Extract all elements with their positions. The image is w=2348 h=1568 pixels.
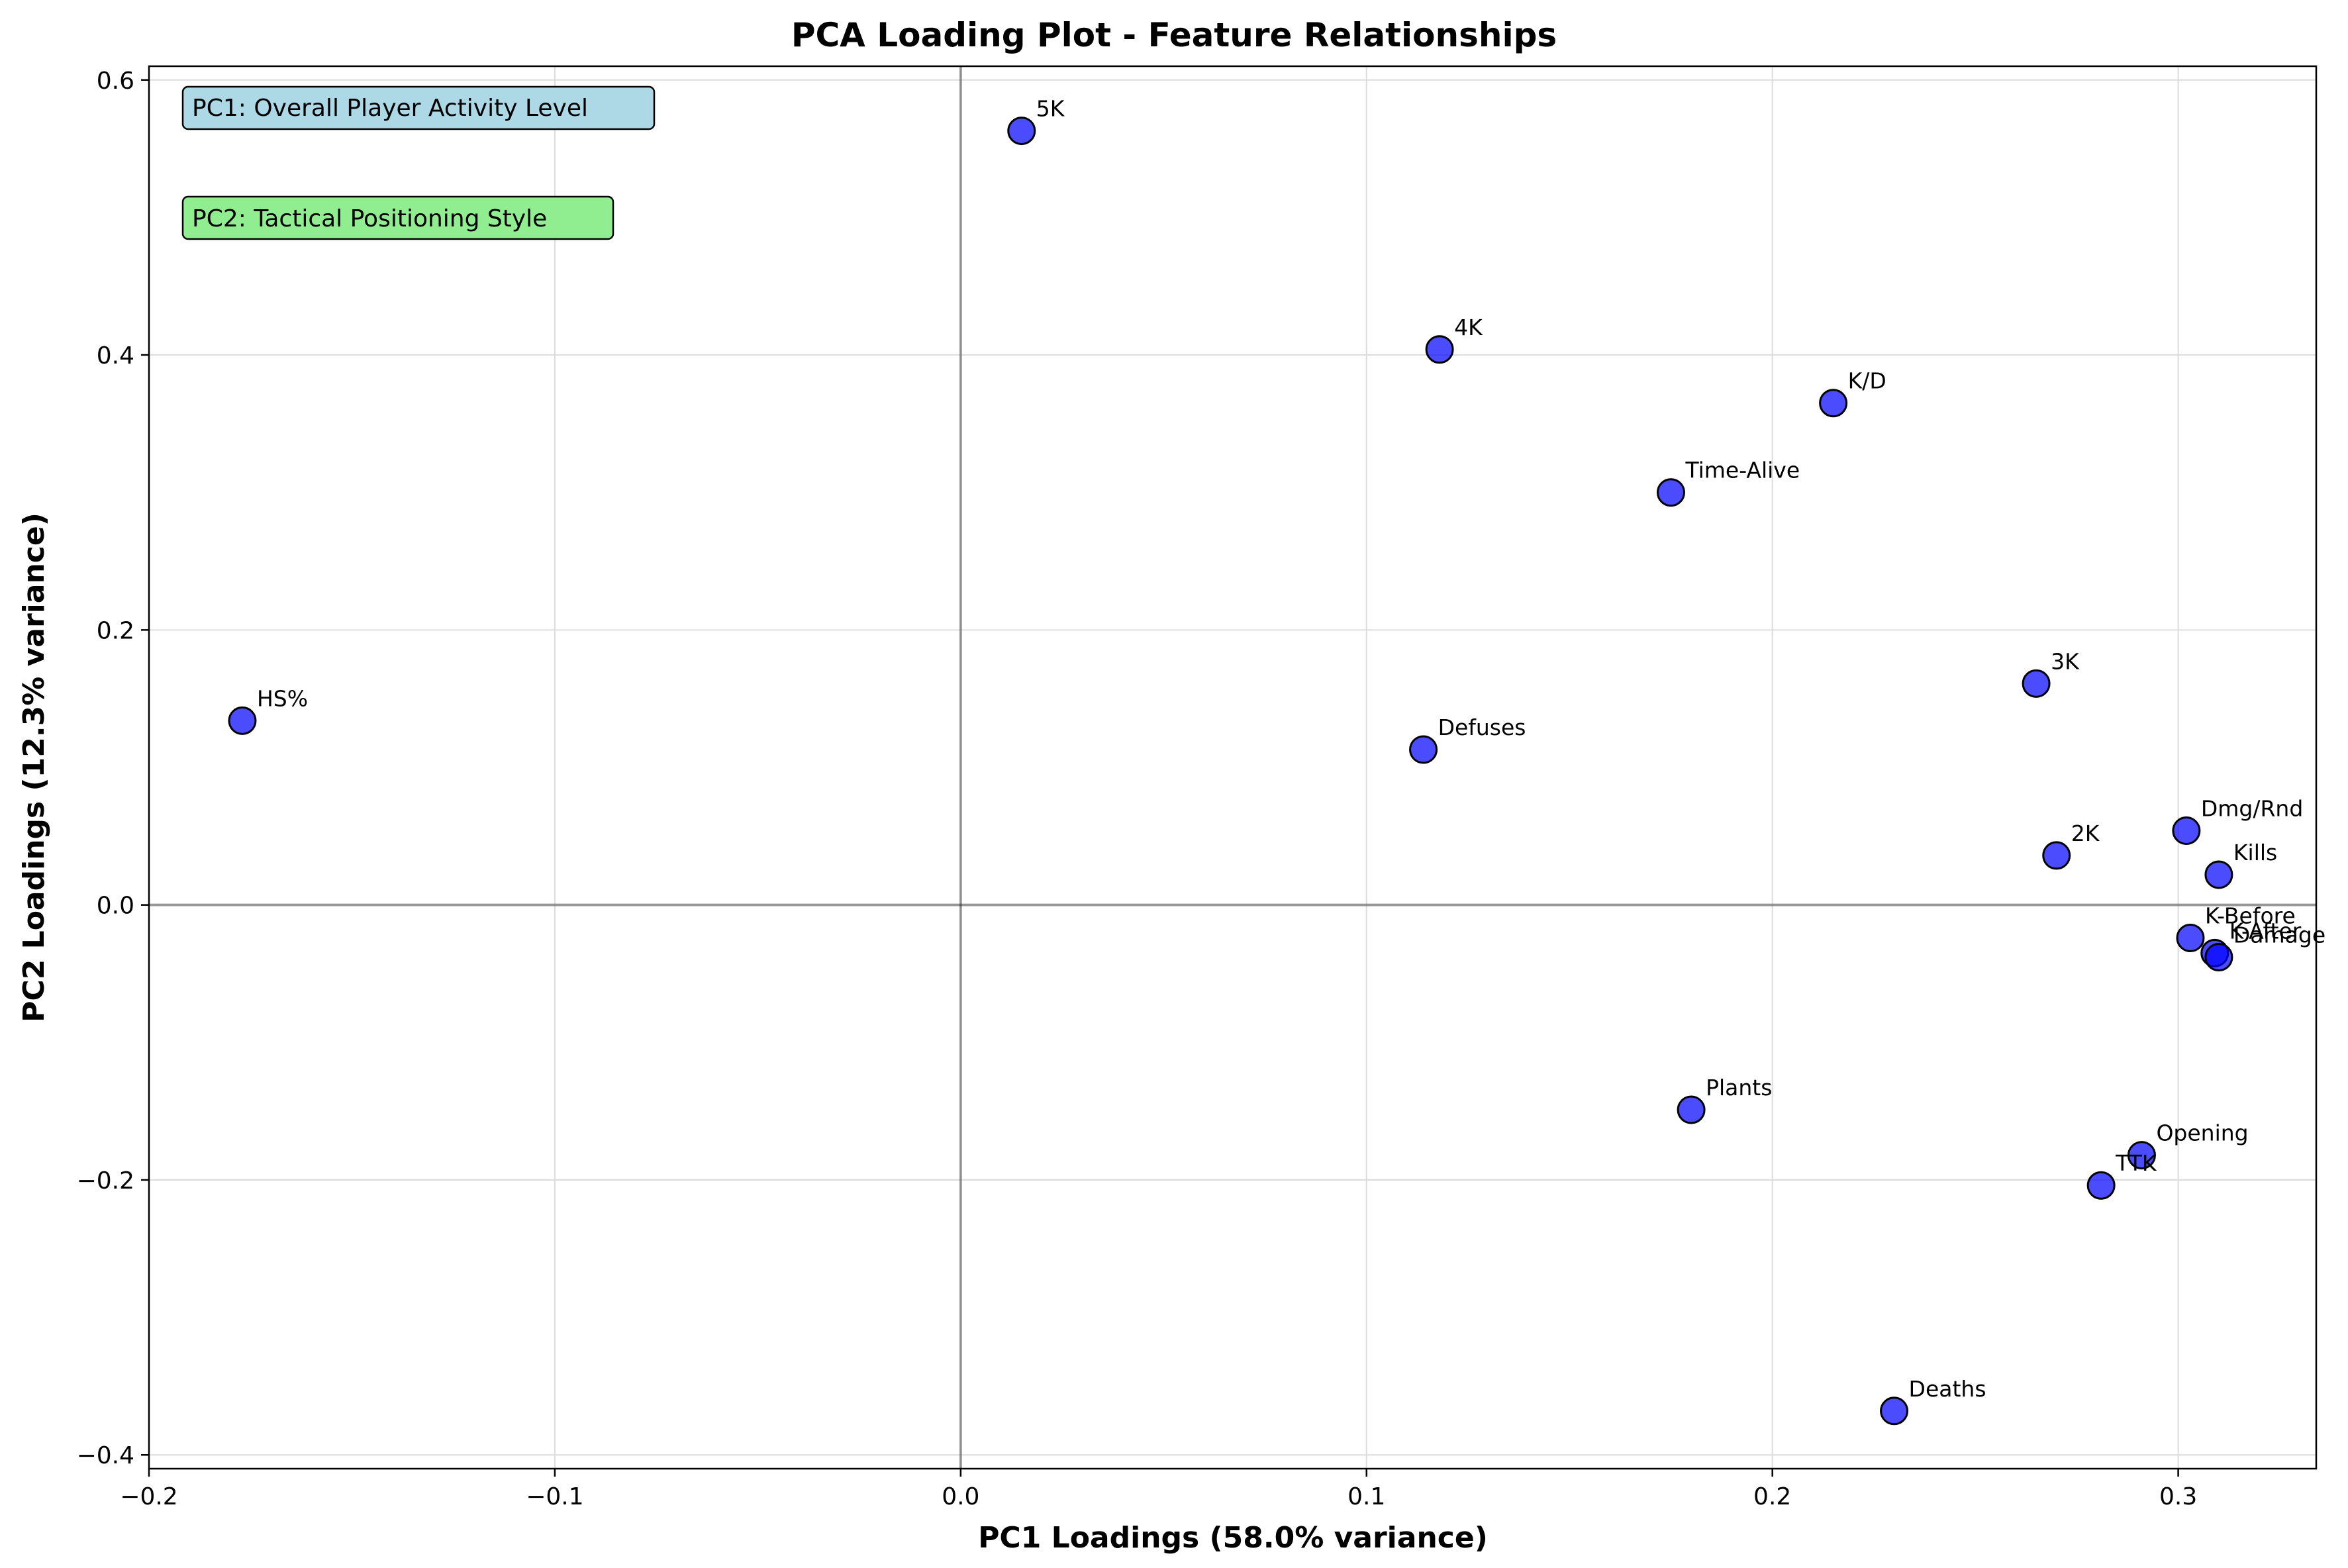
point-label: Kills (2233, 840, 2277, 865)
data-point (1880, 1396, 1909, 1426)
point-label: Time-Alive (1685, 458, 1800, 483)
chart-title: PCA Loading Plot - Feature Relationships (791, 16, 1557, 54)
point-label: Plants (1706, 1075, 1772, 1101)
annotation-pc2-box (181, 195, 614, 240)
y-tick-label: −0.4 (77, 1442, 134, 1469)
x-tick-label: 0.3 (2159, 1483, 2197, 1510)
point-label: K-Before (2205, 903, 2296, 928)
point-label: 5K (1036, 96, 1065, 122)
data-points (228, 117, 2233, 1426)
point-label: Opening (2156, 1120, 2248, 1146)
x-tick-label: 0.2 (1753, 1483, 1791, 1510)
y-tick-label: 0.0 (97, 893, 134, 920)
data-point (1425, 335, 1454, 364)
data-point (1656, 478, 1685, 507)
y-axis-label: PC2 Loadings (12.3% variance) (17, 513, 51, 1022)
plot-background (149, 66, 2316, 1469)
data-point (2022, 669, 2051, 698)
y-tick-label: 0.6 (97, 68, 134, 95)
point-label: Deaths (1909, 1376, 1986, 1402)
x-axis-label: PC1 Loadings (58.0% variance) (978, 1521, 1488, 1555)
x-axis-ticks: −0.2 −0.1 0.0 0.1 0.2 0.3 (120, 1469, 2197, 1510)
reference-lines (149, 66, 2316, 1469)
data-point (1409, 735, 1438, 764)
data-point (228, 706, 257, 735)
y-tick-label: 0.4 (97, 342, 134, 369)
grid (148, 66, 2316, 1469)
point-label: Defuses (1438, 714, 1526, 740)
data-point (2086, 1171, 2116, 1200)
data-point (2204, 860, 2233, 889)
point-label: Damage (2233, 922, 2325, 948)
point-label: 2K (2071, 820, 2100, 846)
x-tick-label: 0.0 (942, 1483, 979, 1510)
annotation-pc1-text: PC1: Overall Player Activity Level (192, 95, 588, 122)
annotation-pc1-box (181, 85, 656, 130)
data-point (2204, 943, 2233, 972)
data-point (1007, 117, 1036, 146)
y-axis-ticks: −0.4 −0.2 0.0 0.2 0.4 0.6 (77, 68, 149, 1469)
data-point (2176, 923, 2205, 952)
point-label: 3K (2051, 648, 2080, 674)
data-point (2127, 1141, 2156, 1170)
data-point (1819, 389, 1848, 418)
annotation-pc1: PC1: Overall Player Activity Level (181, 85, 656, 130)
annotation-pc2: PC2: Tactical Positioning Style (181, 195, 614, 240)
data-point (1677, 1095, 1706, 1124)
point-label: 4K (1454, 315, 1483, 340)
point-label: TTK (2115, 1150, 2157, 1176)
plot-area: 5K 4K K/D Time-Alive HS% Defuses 3K Dmg/Rnd 2K Ki… (148, 65, 2325, 1470)
y-tick-label: 0.2 (97, 617, 134, 644)
point-labels: 5K 4K K/D Time-Alive HS% Defuses 3K Dmg/Rnd 2K Ki… (257, 96, 2325, 1402)
x-tick-label: 0.1 (1347, 1483, 1385, 1510)
point-label: K-After (2229, 918, 2302, 944)
x-tick-label: −0.1 (526, 1483, 583, 1510)
point-label: HS% (257, 685, 308, 711)
y-tick-label: −0.2 (77, 1167, 134, 1195)
point-label: K/D (1848, 368, 1886, 394)
point-label: Dmg/Rnd (2201, 796, 2303, 822)
data-point (2042, 841, 2071, 870)
annotation-pc2-text: PC2: Tactical Positioning Style (192, 205, 547, 232)
x-tick-label: −0.2 (120, 1483, 177, 1510)
plot-frame (148, 65, 2318, 1470)
data-point (2172, 816, 2201, 846)
